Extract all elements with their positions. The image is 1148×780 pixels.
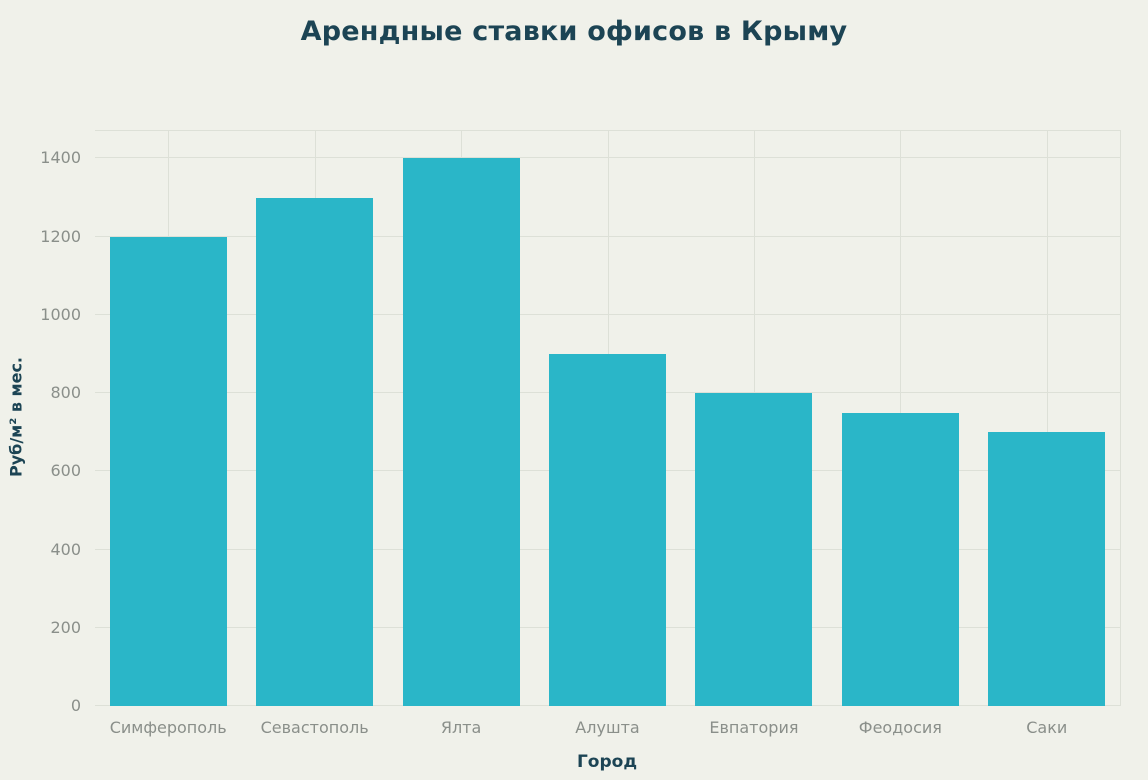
x-tick-label: Симферополь xyxy=(109,718,227,737)
v-gridline xyxy=(1046,131,1048,706)
x-axis-title: Город xyxy=(576,752,638,772)
y-tick-label: 1000 xyxy=(40,304,81,324)
y-tick-label: 0 xyxy=(70,696,81,715)
chart-title: Арендные ставки офисов в Крыму xyxy=(300,16,848,47)
y-axis-title: Руб/м² в мес. xyxy=(6,356,26,478)
y-tick-label: 200 xyxy=(50,617,81,637)
x-tick-label: Феодосия xyxy=(858,718,942,737)
y-tick-label: 400 xyxy=(50,539,81,559)
x-tick-label: Евпатория xyxy=(709,718,799,737)
bar-1 xyxy=(109,236,227,706)
y-tick-label: 800 xyxy=(50,383,81,403)
bar-3 xyxy=(402,158,520,706)
plot-area: 0 200 400 600 800 1000 1200 1400 Симферополь Сева… xyxy=(40,130,1121,737)
x-tick-label: Ялта xyxy=(440,718,482,737)
bar-4 xyxy=(548,353,667,706)
y-tick-label: 600 xyxy=(50,461,81,481)
x-tick-label: Саки xyxy=(1026,718,1068,737)
bar-2 xyxy=(256,197,374,706)
x-tick-label: Севастополь xyxy=(260,718,369,737)
x-tick-label: Алушта xyxy=(575,718,640,737)
bar-5 xyxy=(695,393,813,706)
bar-7 xyxy=(988,432,1106,706)
y-tick-label: 1200 xyxy=(40,226,81,246)
bar-6 xyxy=(841,412,959,706)
y-tick-label: 1400 xyxy=(40,148,81,168)
